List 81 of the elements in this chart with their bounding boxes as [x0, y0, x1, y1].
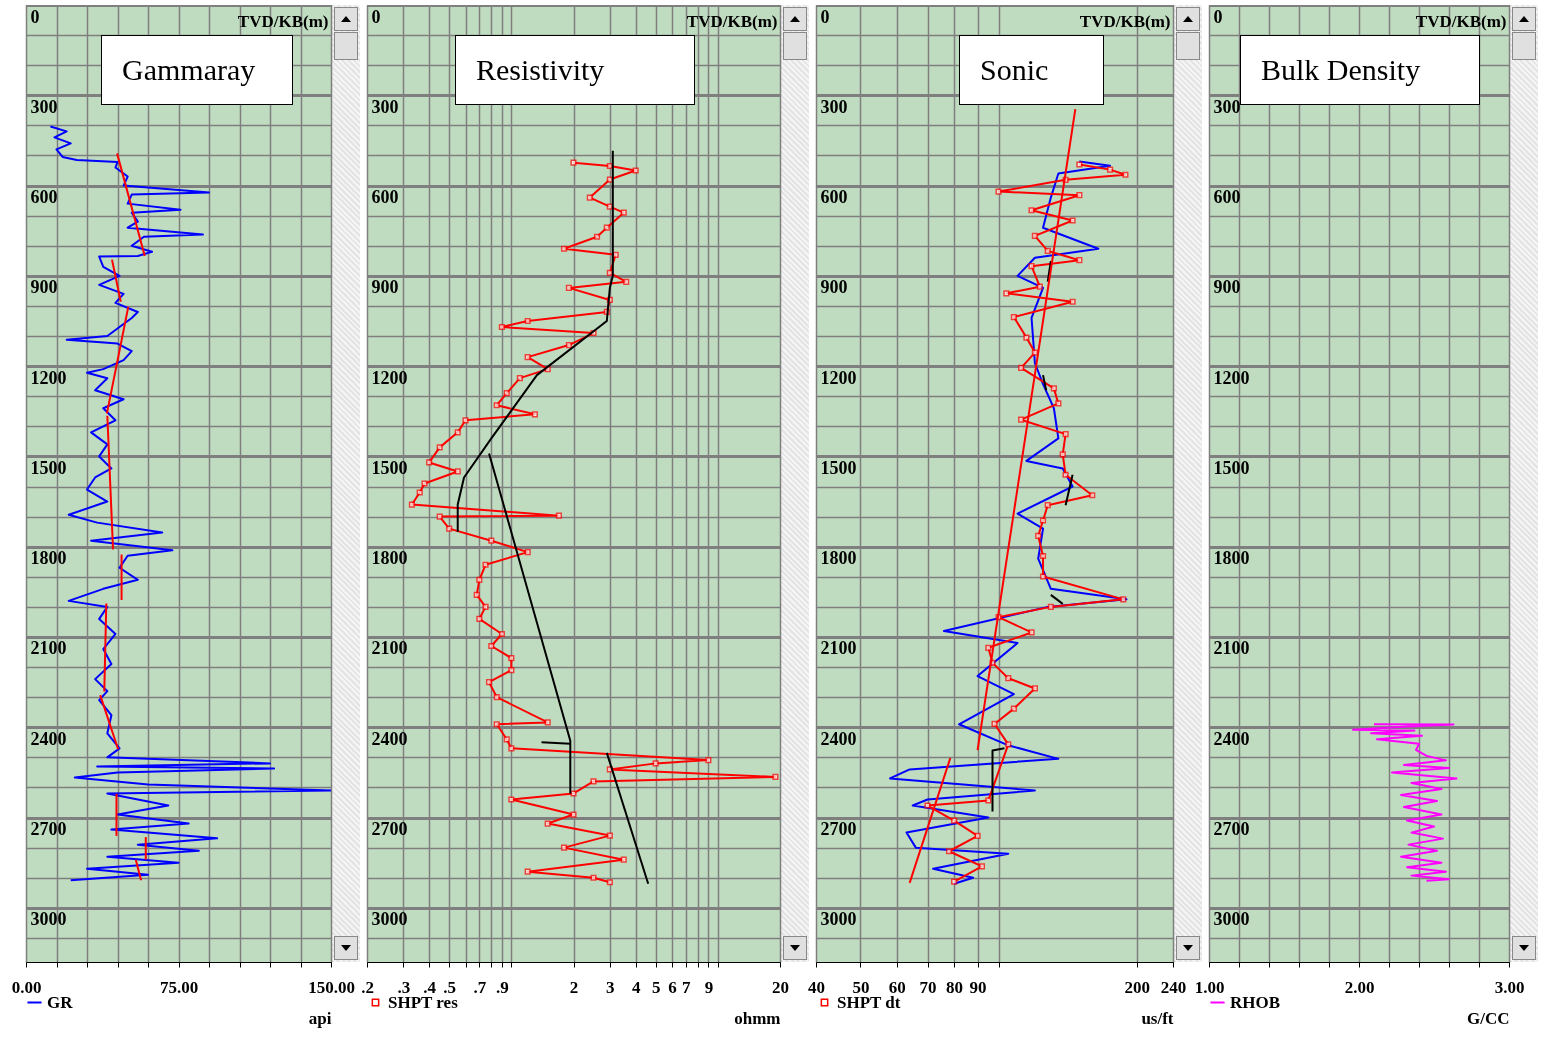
y-tick-label: 1800 — [820, 548, 857, 569]
x-tick-label: 5 — [651, 977, 661, 997]
y-axis-title: TVD/KB(m) — [237, 11, 329, 31]
y-tick-label: 3000 — [371, 909, 408, 930]
x-tick-label: 75.00 — [159, 977, 199, 997]
x-tick-label: 2.00 — [1344, 977, 1375, 997]
y-tick-label: 1200 — [1213, 367, 1250, 388]
y-tick-label: 0 — [30, 6, 40, 27]
y-tick-label: 600 — [820, 187, 848, 208]
legend-label: GR — [47, 992, 74, 1012]
y-tick-label: 1800 — [30, 548, 67, 569]
title-box: Gammaray — [101, 35, 293, 105]
y-tick-label: 3000 — [1213, 909, 1250, 930]
y-tick-label: 3000 — [30, 909, 67, 930]
y-tick-label: 2100 — [30, 638, 67, 659]
title-box: Bulk Density — [1240, 35, 1480, 105]
y-tick-label: 1800 — [371, 548, 408, 569]
y-tick-label: 300 — [30, 96, 58, 117]
title-box: Sonic — [959, 35, 1104, 105]
x-tick-label: 2 — [569, 977, 579, 997]
y-tick-label: 2100 — [1213, 638, 1250, 659]
y-tick-label: 2400 — [371, 728, 408, 749]
x-tick-label: 9 — [704, 977, 714, 997]
y-tick-label: 0 — [820, 6, 830, 27]
x-tick-label: 7 — [682, 977, 692, 997]
title-box: Resistivity — [455, 35, 695, 105]
y-tick-label: 1500 — [30, 457, 67, 478]
legend-label: RHOB — [1230, 992, 1281, 1012]
y-tick-label: 2100 — [371, 638, 408, 659]
x-tick-label: 20 — [772, 977, 789, 997]
y-axis-title: TVD/KB(m) — [1079, 11, 1171, 31]
y-tick-label: 900 — [30, 277, 58, 298]
x-axis-title: ohmm — [734, 1008, 781, 1028]
x-tick-label: 200 — [1124, 977, 1150, 997]
x-axis-title: api — [308, 1008, 332, 1028]
x-tick-label: .7 — [473, 977, 487, 997]
y-tick-label: 2700 — [371, 819, 408, 840]
y-tick-label: 2400 — [1213, 728, 1250, 749]
y-tick-label: 2700 — [820, 819, 857, 840]
y-tick-label: 1800 — [1213, 548, 1250, 569]
x-axis-title: G/CC — [1467, 1008, 1510, 1028]
x-axis-title: us/ft — [1141, 1008, 1174, 1028]
x-tick-label: 4 — [631, 977, 641, 997]
x-tick-label: 3 — [606, 977, 615, 997]
y-tick-label: 600 — [30, 187, 58, 208]
y-tick-label: 3000 — [820, 909, 857, 930]
y-tick-label: 2400 — [30, 728, 67, 749]
y-tick-label: 900 — [820, 277, 848, 298]
y-tick-label: 2400 — [820, 728, 857, 749]
y-tick-label: 300 — [1213, 96, 1241, 117]
x-tick-label: .9 — [496, 977, 509, 997]
y-tick-label: 1200 — [820, 367, 857, 388]
x-tick-label: 6 — [668, 977, 677, 997]
x-tick-label: 0.00 — [11, 977, 42, 997]
x-tick-label: 240 — [1160, 977, 1187, 997]
x-tick-label: .2 — [361, 977, 374, 997]
y-tick-label: 1200 — [30, 367, 67, 388]
y-tick-label: 1500 — [371, 457, 408, 478]
y-tick-label: 300 — [820, 96, 848, 117]
x-tick-label: 70 — [919, 977, 937, 997]
x-tick-label: 3.00 — [1494, 977, 1525, 997]
y-tick-label: 0 — [1213, 6, 1223, 27]
y-tick-label: 600 — [371, 187, 399, 208]
x-tick-label: 90 — [969, 977, 987, 997]
y-axis-title: TVD/KB(m) — [686, 11, 778, 31]
y-tick-label: 2700 — [30, 819, 67, 840]
y-tick-label: 2100 — [820, 638, 857, 659]
y-tick-label: 1500 — [820, 457, 857, 478]
y-tick-label: 900 — [1213, 277, 1241, 298]
y-tick-label: 300 — [371, 96, 399, 117]
y-tick-label: 2700 — [1213, 819, 1250, 840]
x-tick-label: 40 — [808, 977, 825, 997]
x-tick-label: 80 — [946, 977, 964, 997]
y-tick-label: 600 — [1213, 187, 1241, 208]
y-tick-label: 1200 — [371, 367, 408, 388]
x-tick-label: 150.00 — [308, 977, 355, 997]
y-tick-label: 0 — [371, 6, 381, 27]
y-tick-label: 1500 — [1213, 457, 1250, 478]
x-tick-label: 1.00 — [1194, 977, 1225, 997]
y-axis-title: TVD/KB(m) — [1415, 11, 1507, 31]
y-tick-label: 900 — [371, 277, 399, 298]
